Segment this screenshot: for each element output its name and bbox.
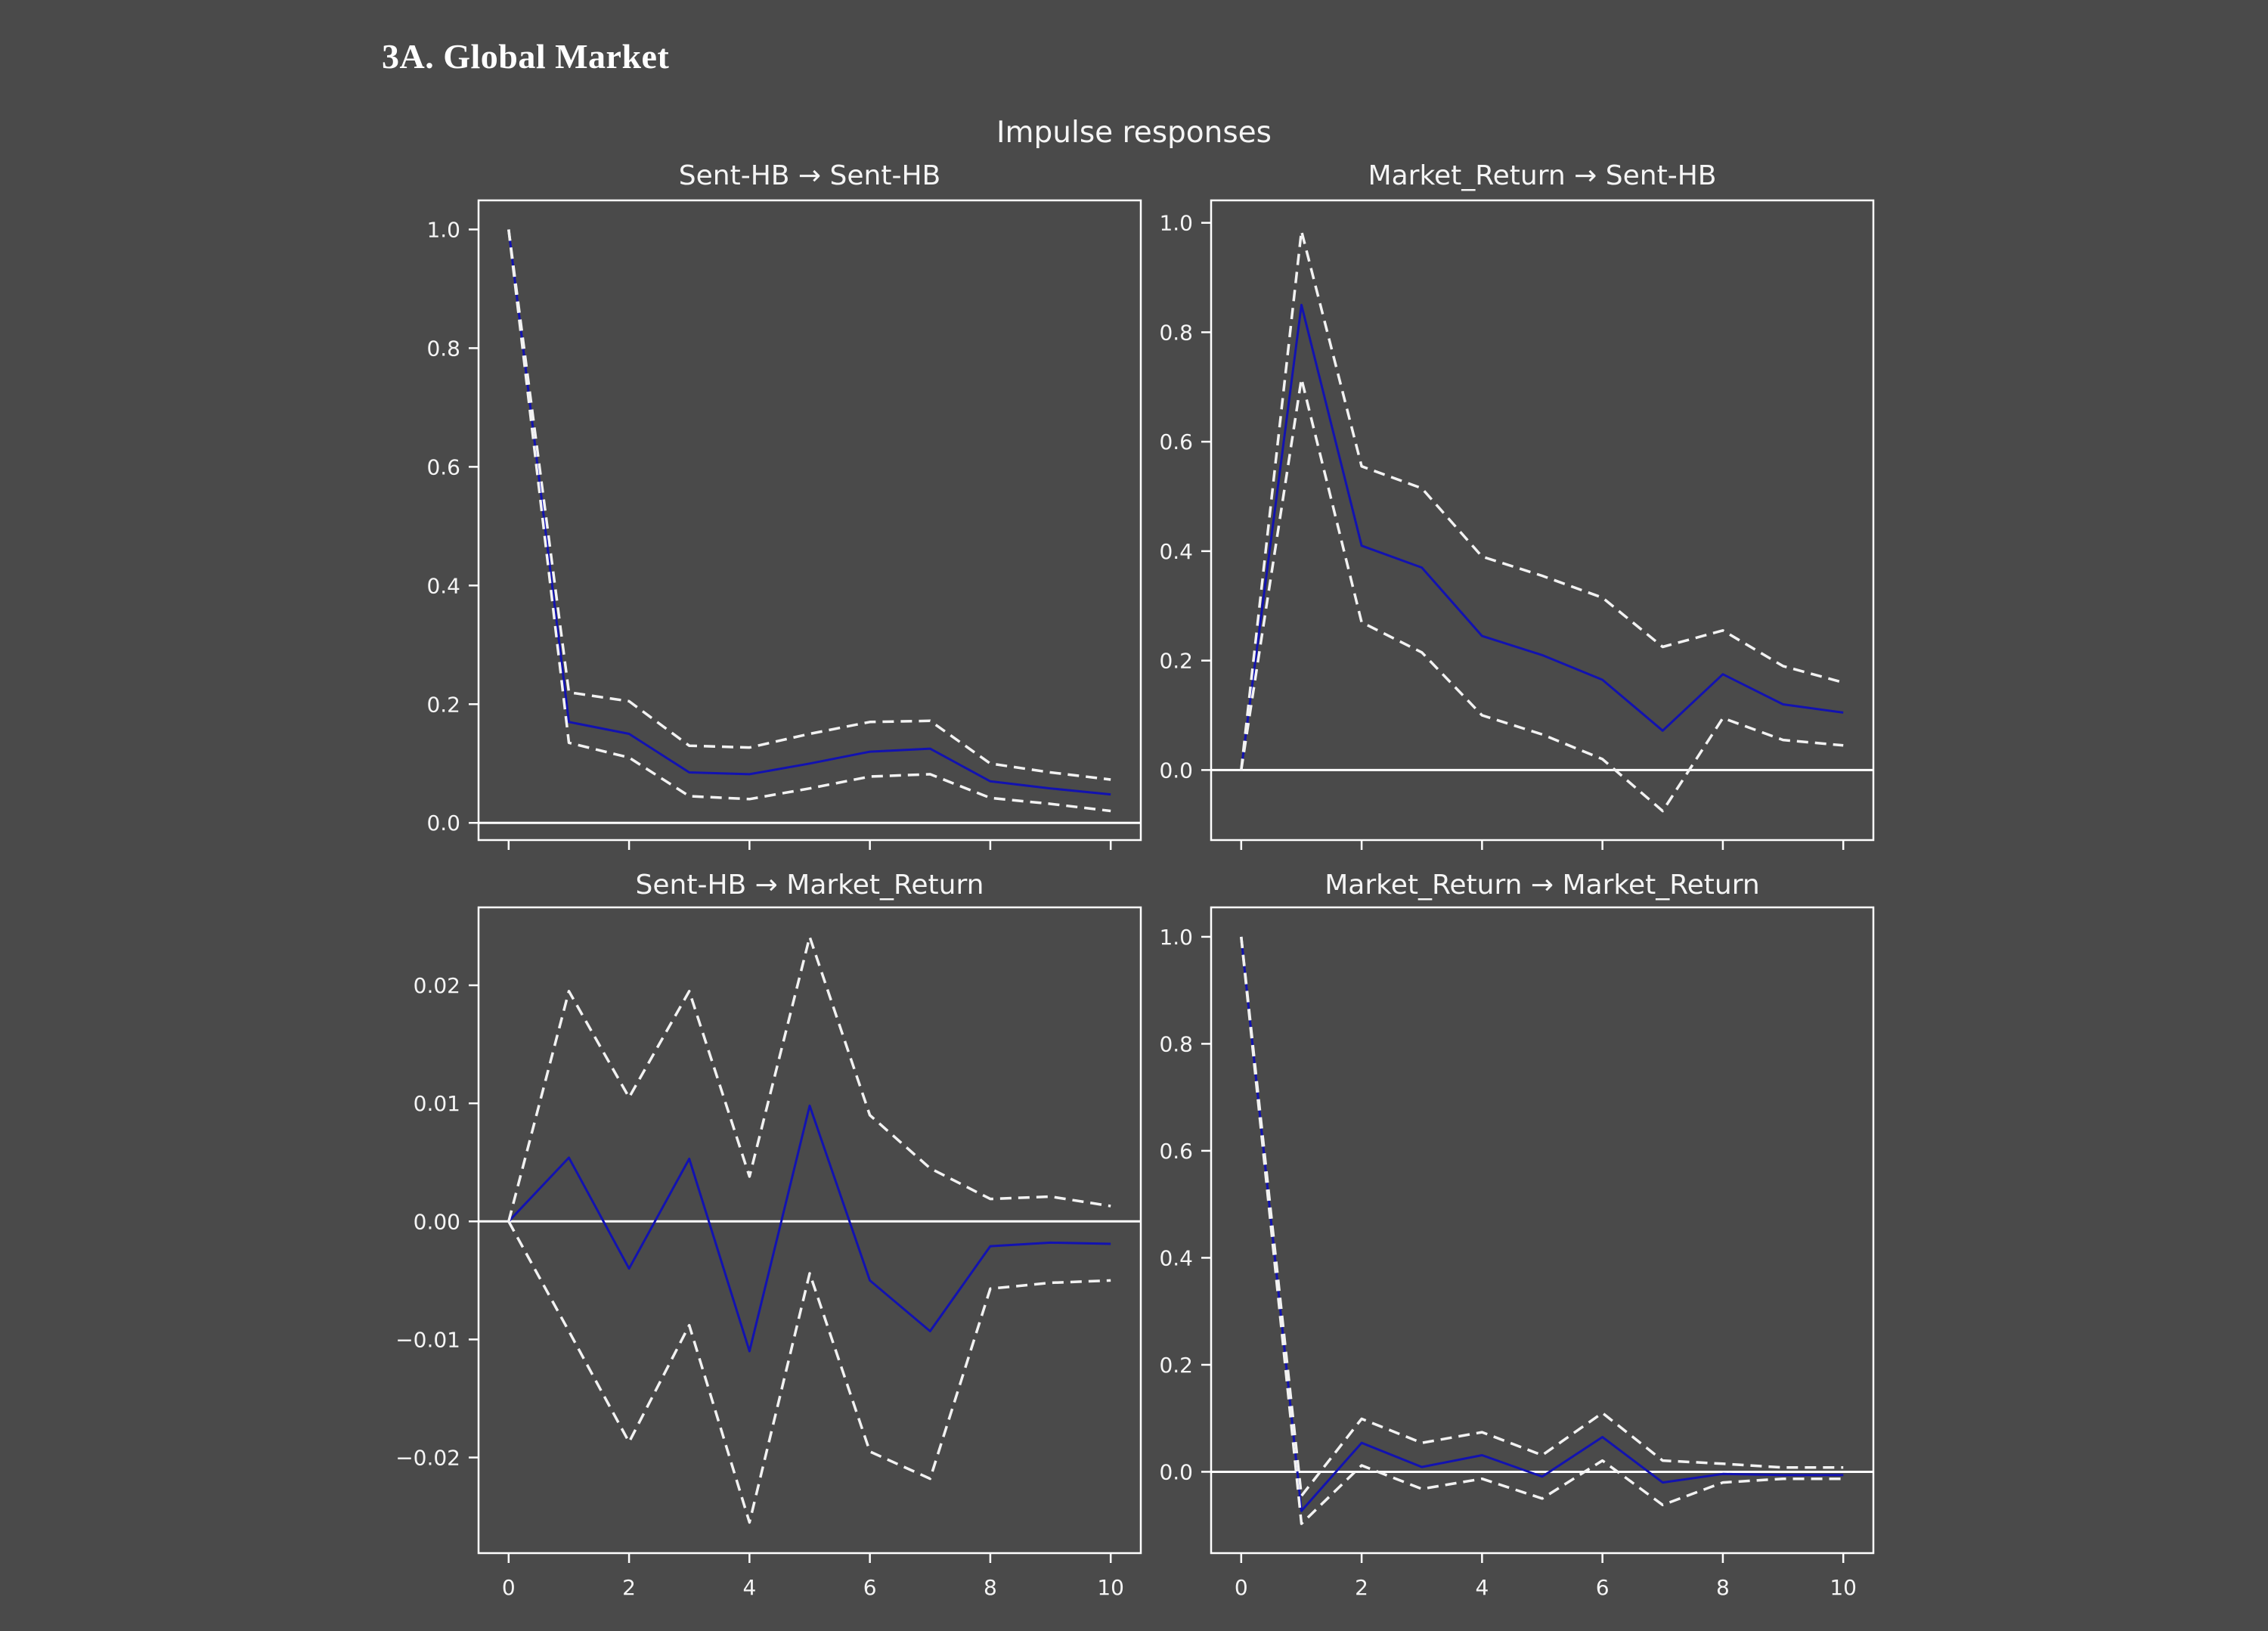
y-tick-label: 0.0 [426,811,460,836]
lower_ci-line [507,229,1111,813]
lower_ci-line [507,1220,1111,1524]
irf-line [507,1104,1111,1353]
y-tick-label: 0.6 [1159,429,1193,454]
axes-frame [477,199,1142,842]
y-tick-label: 0.2 [426,692,460,717]
subplot-3: 1.0 0.8 0.6 0.4 0.2 0.0 0 2 4 6 8 10 [1159,906,1875,1600]
subplot-1: 1.0 0.8 0.6 0.4 0.2 0.0 [1159,199,1875,850]
page-heading: 3A. Global Market [382,37,670,76]
y-tick-label: −0.02 [395,1446,460,1471]
y-tick-label: 0.01 [414,1091,460,1116]
y-tick-label: 0.8 [1159,320,1193,345]
subplot-title-sent-hb-to-market-return: Sent-HB → Market_Return [635,870,984,901]
y-tick-label: 0.8 [1159,1031,1193,1056]
x-tick-label: 0 [502,1575,516,1600]
subplot-title-market-return-to-market-return: Market_Return → Market_Return [1325,870,1760,901]
y-tick-label: 1.0 [1159,925,1193,950]
x-tick-label: 0 [1235,1575,1248,1600]
axes-frame [1210,199,1875,842]
x-tick-label: 2 [622,1575,636,1600]
x-tick-label: 4 [1475,1575,1489,1600]
y-tick-label: 1.0 [1159,211,1193,236]
y-tick-label: 0.6 [1159,1139,1193,1164]
figure-suptitle: Impulse responses [996,116,1272,150]
subplot-2: 0.02 0.01 0.00 −0.01 −0.02 0 2 4 6 8 10 [395,906,1142,1600]
lower_ci-line [1240,377,1844,813]
y-tick-label: 0.02 [414,973,460,998]
y-tick-label: 0.0 [1159,1459,1193,1484]
lower_ci-line [1240,936,1844,1525]
y-tick-label: 0.00 [414,1209,460,1234]
y-tick-label: 0.4 [426,573,460,598]
y-tick-label: 0.4 [1159,539,1193,564]
x-tick-label: 4 [742,1575,756,1600]
upper_ci-line [1240,936,1844,1498]
irf-line [1240,936,1844,1512]
axes-frame [1210,906,1875,1555]
irf-line [1240,303,1844,771]
x-tick-label: 6 [1596,1575,1610,1600]
axes-frame [477,906,1142,1555]
upper_ci-line [507,229,1111,781]
y-tick-label: 0.8 [426,336,460,361]
x-tick-label: 8 [1716,1575,1730,1600]
x-tick-label: 8 [984,1575,997,1600]
x-tick-label: 2 [1355,1575,1368,1600]
upper_ci-line [1240,229,1844,771]
y-tick-label: 0.0 [1159,758,1193,783]
upper_ci-line [507,935,1111,1222]
y-tick-label: 0.4 [1159,1245,1193,1270]
subplot-0: 1.0 0.8 0.6 0.4 0.2 0.0 [426,199,1142,850]
irf-line [507,229,1111,796]
y-tick-label: 0.2 [1159,649,1193,674]
x-tick-label: 10 [1097,1575,1124,1600]
subplot-title-market-return-to-sent-hb: Market_Return → Sent-HB [1368,160,1717,191]
x-tick-label: 6 [863,1575,877,1600]
subplot-title-sent-hb-to-sent-hb: Sent-HB → Sent-HB [678,160,941,191]
y-tick-label: −0.01 [395,1327,460,1352]
y-tick-label: 1.0 [426,217,460,242]
x-tick-label: 10 [1830,1575,1857,1600]
y-tick-label: 0.6 [426,454,460,479]
y-tick-label: 0.2 [1159,1353,1193,1378]
